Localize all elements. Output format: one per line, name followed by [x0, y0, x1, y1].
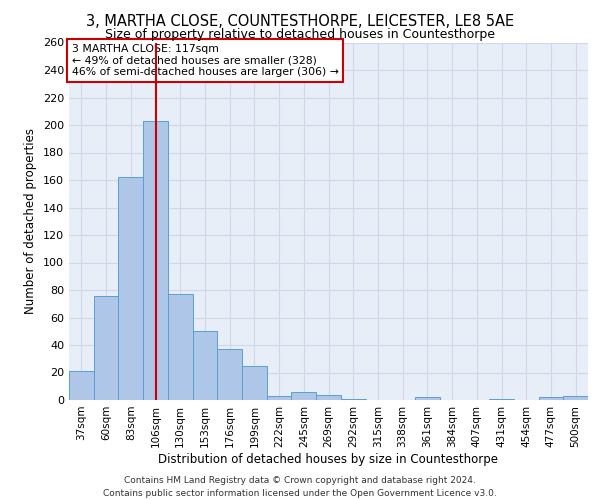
Text: 3 MARTHA CLOSE: 117sqm
← 49% of detached houses are smaller (328)
46% of semi-de: 3 MARTHA CLOSE: 117sqm ← 49% of detached…	[71, 44, 338, 78]
Bar	[168, 294, 193, 400]
Text: Contains HM Land Registry data © Crown copyright and database right 2024.: Contains HM Land Registry data © Crown c…	[124, 476, 476, 485]
Bar	[193, 331, 217, 400]
Bar	[69, 371, 94, 400]
Bar	[415, 397, 440, 400]
Bar	[242, 366, 267, 400]
Bar	[94, 296, 118, 400]
Bar	[292, 392, 316, 400]
Bar	[563, 396, 588, 400]
X-axis label: Distribution of detached houses by size in Countesthorpe: Distribution of detached houses by size …	[158, 452, 499, 466]
Text: 3, MARTHA CLOSE, COUNTESTHORPE, LEICESTER, LE8 5AE: 3, MARTHA CLOSE, COUNTESTHORPE, LEICESTE…	[86, 14, 514, 29]
Bar	[118, 178, 143, 400]
Text: Size of property relative to detached houses in Countesthorpe: Size of property relative to detached ho…	[105, 28, 495, 41]
Bar	[489, 398, 514, 400]
Bar	[143, 121, 168, 400]
Bar	[341, 398, 365, 400]
Bar	[316, 394, 341, 400]
Text: Contains public sector information licensed under the Open Government Licence v3: Contains public sector information licen…	[103, 488, 497, 498]
Bar	[217, 349, 242, 400]
Bar	[267, 396, 292, 400]
Y-axis label: Number of detached properties: Number of detached properties	[25, 128, 37, 314]
Bar	[539, 397, 563, 400]
